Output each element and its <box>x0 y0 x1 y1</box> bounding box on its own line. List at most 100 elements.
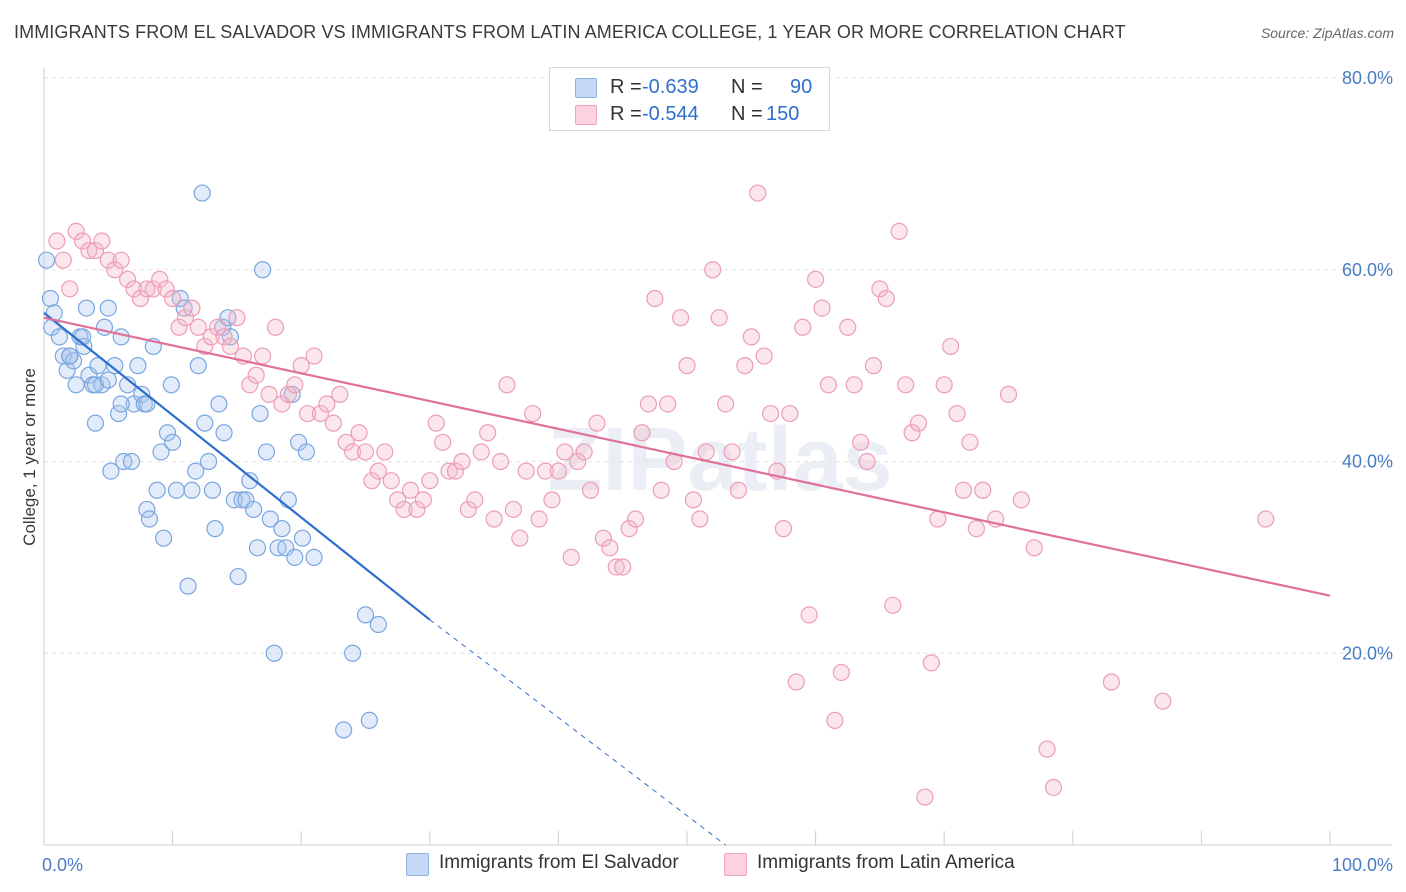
bottom-legend-label: Immigrants from El Salvador <box>439 852 679 873</box>
point-latin-america <box>704 261 722 279</box>
point-latin-america <box>806 270 825 288</box>
point-latin-america <box>877 289 895 308</box>
point-latin-america <box>794 318 812 336</box>
point-latin-america <box>472 443 490 461</box>
point-el-salvador <box>67 376 85 394</box>
point-latin-america <box>485 510 503 528</box>
point-latin-america <box>151 270 169 288</box>
point-latin-america <box>1025 539 1043 557</box>
point-latin-america <box>511 529 529 547</box>
point-latin-america <box>440 462 458 480</box>
point-latin-america <box>337 433 355 451</box>
point-latin-america <box>498 376 516 394</box>
point-latin-america <box>395 500 413 519</box>
point-el-salvador <box>102 462 120 480</box>
point-latin-america <box>434 433 452 451</box>
point-latin-america <box>614 558 632 576</box>
legend-swatch-el-salvador <box>575 78 597 98</box>
point-latin-america <box>575 443 593 461</box>
point-latin-america <box>761 404 780 423</box>
n-label: N = <box>731 103 763 125</box>
point-el-salvador <box>344 644 362 662</box>
point-latin-america <box>131 289 150 308</box>
point-el-salvador <box>215 424 233 442</box>
r-label: R = <box>610 103 642 125</box>
point-el-salvador <box>189 357 207 375</box>
point-el-salvador <box>360 711 378 729</box>
y-tick-label: 80.0% <box>1342 68 1393 88</box>
point-latin-america <box>800 606 818 624</box>
point-el-salvador <box>37 251 56 269</box>
point-el-salvador <box>179 577 197 595</box>
point-el-salvador <box>140 510 159 528</box>
point-latin-america <box>691 510 709 528</box>
point-latin-america <box>697 443 715 461</box>
point-latin-america <box>54 251 72 269</box>
point-latin-america <box>453 452 471 471</box>
point-latin-america <box>909 414 928 432</box>
point-latin-america <box>852 433 870 451</box>
point-latin-america <box>967 520 985 538</box>
point-latin-america <box>1154 692 1172 710</box>
point-latin-america <box>556 443 574 461</box>
data-points <box>37 184 1275 806</box>
y-tick-label: 60.0% <box>1342 260 1393 280</box>
point-el-salvador <box>50 328 69 346</box>
point-el-salvador <box>200 452 218 471</box>
point-el-salvador <box>221 328 240 346</box>
point-latin-america <box>581 481 600 499</box>
point-el-salvador <box>369 615 387 634</box>
point-latin-america <box>196 337 214 356</box>
point-latin-america <box>324 414 342 432</box>
point-latin-america <box>144 280 162 298</box>
point-el-salvador <box>148 481 166 499</box>
point-latin-america <box>1012 491 1030 509</box>
point-latin-america <box>942 337 960 356</box>
r-value: -0.639 <box>642 76 699 98</box>
point-el-salvador <box>112 328 130 346</box>
bottom-swatch-latin-america <box>724 853 747 876</box>
point-latin-america <box>228 309 246 327</box>
point-latin-america <box>125 280 143 298</box>
point-el-salvador <box>286 548 304 566</box>
point-el-salvador <box>233 491 251 509</box>
point-el-salvador <box>335 721 353 739</box>
point-latin-america <box>594 529 613 547</box>
point-el-salvador <box>257 443 276 461</box>
point-latin-america <box>401 481 420 499</box>
point-latin-america <box>890 222 908 240</box>
point-el-salvador <box>196 414 214 432</box>
point-latin-america <box>710 309 728 327</box>
axes <box>43 68 1392 846</box>
watermark: ZIPatlas <box>547 410 892 510</box>
trend-lines <box>43 312 1331 846</box>
point-el-salvador <box>41 289 60 308</box>
point-latin-america <box>755 347 773 365</box>
point-latin-america <box>466 491 484 509</box>
point-el-salvador <box>206 520 224 538</box>
point-el-salvador <box>356 606 375 624</box>
stats-legend: R = -0.639 N = 90 R = -0.544 N = 150 <box>549 67 830 131</box>
point-latin-america <box>684 491 703 509</box>
point-latin-america <box>864 357 883 375</box>
y-tick-label: 20.0% <box>1342 643 1393 663</box>
point-latin-america <box>254 347 272 365</box>
point-latin-america <box>67 222 85 240</box>
point-latin-america <box>729 481 748 499</box>
point-latin-america <box>1102 673 1120 691</box>
point-latin-america <box>459 500 477 519</box>
point-el-salvador <box>251 404 269 423</box>
point-el-salvador <box>86 414 105 432</box>
point-latin-america <box>479 424 497 442</box>
point-latin-america <box>999 385 1018 403</box>
point-latin-america <box>48 232 66 250</box>
point-el-salvador <box>152 443 170 461</box>
n-value: 90 <box>790 76 813 98</box>
point-latin-america <box>871 280 889 298</box>
point-latin-america <box>446 462 465 480</box>
point-latin-america <box>954 481 973 499</box>
point-latin-america <box>427 414 445 432</box>
point-el-salvador <box>99 371 117 389</box>
point-latin-america <box>961 433 979 451</box>
